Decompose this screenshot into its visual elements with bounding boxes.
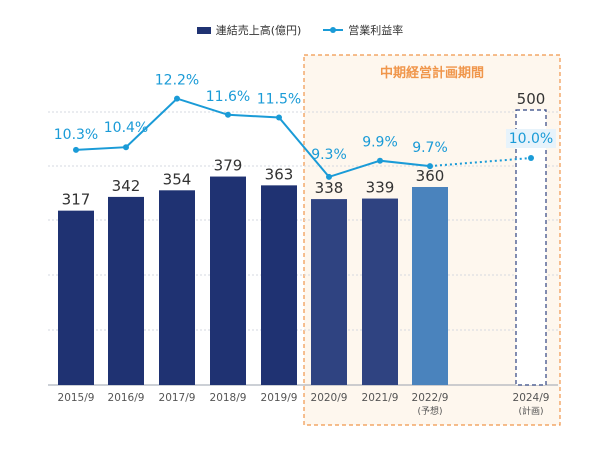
x-tick-sublabel: (計画) bbox=[518, 405, 543, 417]
margin-value-label: 10.4% bbox=[104, 120, 148, 136]
bar bbox=[362, 198, 398, 385]
x-tick-label: 2019/9 bbox=[261, 392, 298, 404]
margin-line bbox=[75, 97, 431, 179]
margin-point bbox=[427, 163, 433, 170]
bar bbox=[108, 196, 144, 385]
margin-value-label: 9.3% bbox=[311, 147, 347, 163]
legend-item-margin: 営業利益率 bbox=[323, 22, 403, 38]
margin-point bbox=[528, 155, 534, 161]
x-tick-label: 2016/9 bbox=[108, 392, 145, 404]
bar-value-label: 379 bbox=[214, 157, 243, 175]
bar bbox=[311, 199, 347, 385]
margin-point bbox=[326, 173, 332, 180]
legend-sales-label: 連結売上高(億円) bbox=[215, 24, 302, 37]
margin-point bbox=[276, 114, 282, 121]
x-tick-label: 2020/9 bbox=[311, 392, 348, 404]
x-tick-label: 2018/9 bbox=[210, 392, 247, 404]
margin-value-label: 12.2% bbox=[155, 73, 199, 89]
margin-value-label: 10.0% bbox=[509, 131, 553, 147]
legend: 連結売上高(億円) 営業利益率 bbox=[0, 22, 600, 38]
legend-item-sales: 連結売上高(億円) bbox=[196, 22, 302, 38]
margin-point bbox=[73, 146, 79, 153]
margin-value-label: 11.6% bbox=[206, 89, 250, 105]
legend-line-swatch bbox=[323, 25, 344, 35]
legend-margin-label: 営業利益率 bbox=[348, 24, 404, 37]
bar bbox=[58, 210, 94, 385]
x-tick-label: 2022/9 bbox=[412, 392, 449, 404]
margin-point bbox=[174, 95, 180, 102]
bar bbox=[159, 190, 195, 385]
margin-point bbox=[377, 157, 383, 164]
margin-point bbox=[225, 111, 231, 118]
margin-point bbox=[123, 144, 129, 151]
x-tick-label: 2021/9 bbox=[362, 392, 399, 404]
margin-value-label: 11.5% bbox=[257, 92, 301, 108]
bar bbox=[210, 176, 246, 385]
bar-value-label: 338 bbox=[315, 179, 344, 197]
bar-value-label: 360 bbox=[416, 167, 445, 185]
bar bbox=[261, 185, 297, 385]
bar-value-label: 500 bbox=[517, 90, 546, 108]
x-tick-label: 2024/9 bbox=[513, 392, 550, 404]
margin-value-label: 10.3% bbox=[54, 127, 98, 143]
bar-value-label: 317 bbox=[62, 191, 91, 209]
bar-value-label: 354 bbox=[163, 170, 192, 188]
x-tick-sublabel: (予想) bbox=[417, 405, 442, 417]
bar bbox=[412, 187, 448, 385]
margin-value-label: 9.7% bbox=[412, 140, 448, 156]
margin-value-label: 9.9% bbox=[362, 135, 398, 151]
bar-plan bbox=[515, 109, 547, 386]
plan-period-label: 中期経営計画期間 bbox=[380, 65, 484, 81]
legend-bar-swatch bbox=[196, 26, 211, 34]
plan-margin-label-bg bbox=[506, 129, 556, 148]
margin-line-plan bbox=[429, 157, 532, 168]
bar-value-label: 342 bbox=[112, 177, 141, 195]
x-tick-label: 2015/9 bbox=[58, 392, 95, 404]
bar-value-label: 363 bbox=[265, 165, 294, 183]
bar-value-label: 339 bbox=[366, 179, 395, 197]
x-tick-label: 2017/9 bbox=[159, 392, 196, 404]
